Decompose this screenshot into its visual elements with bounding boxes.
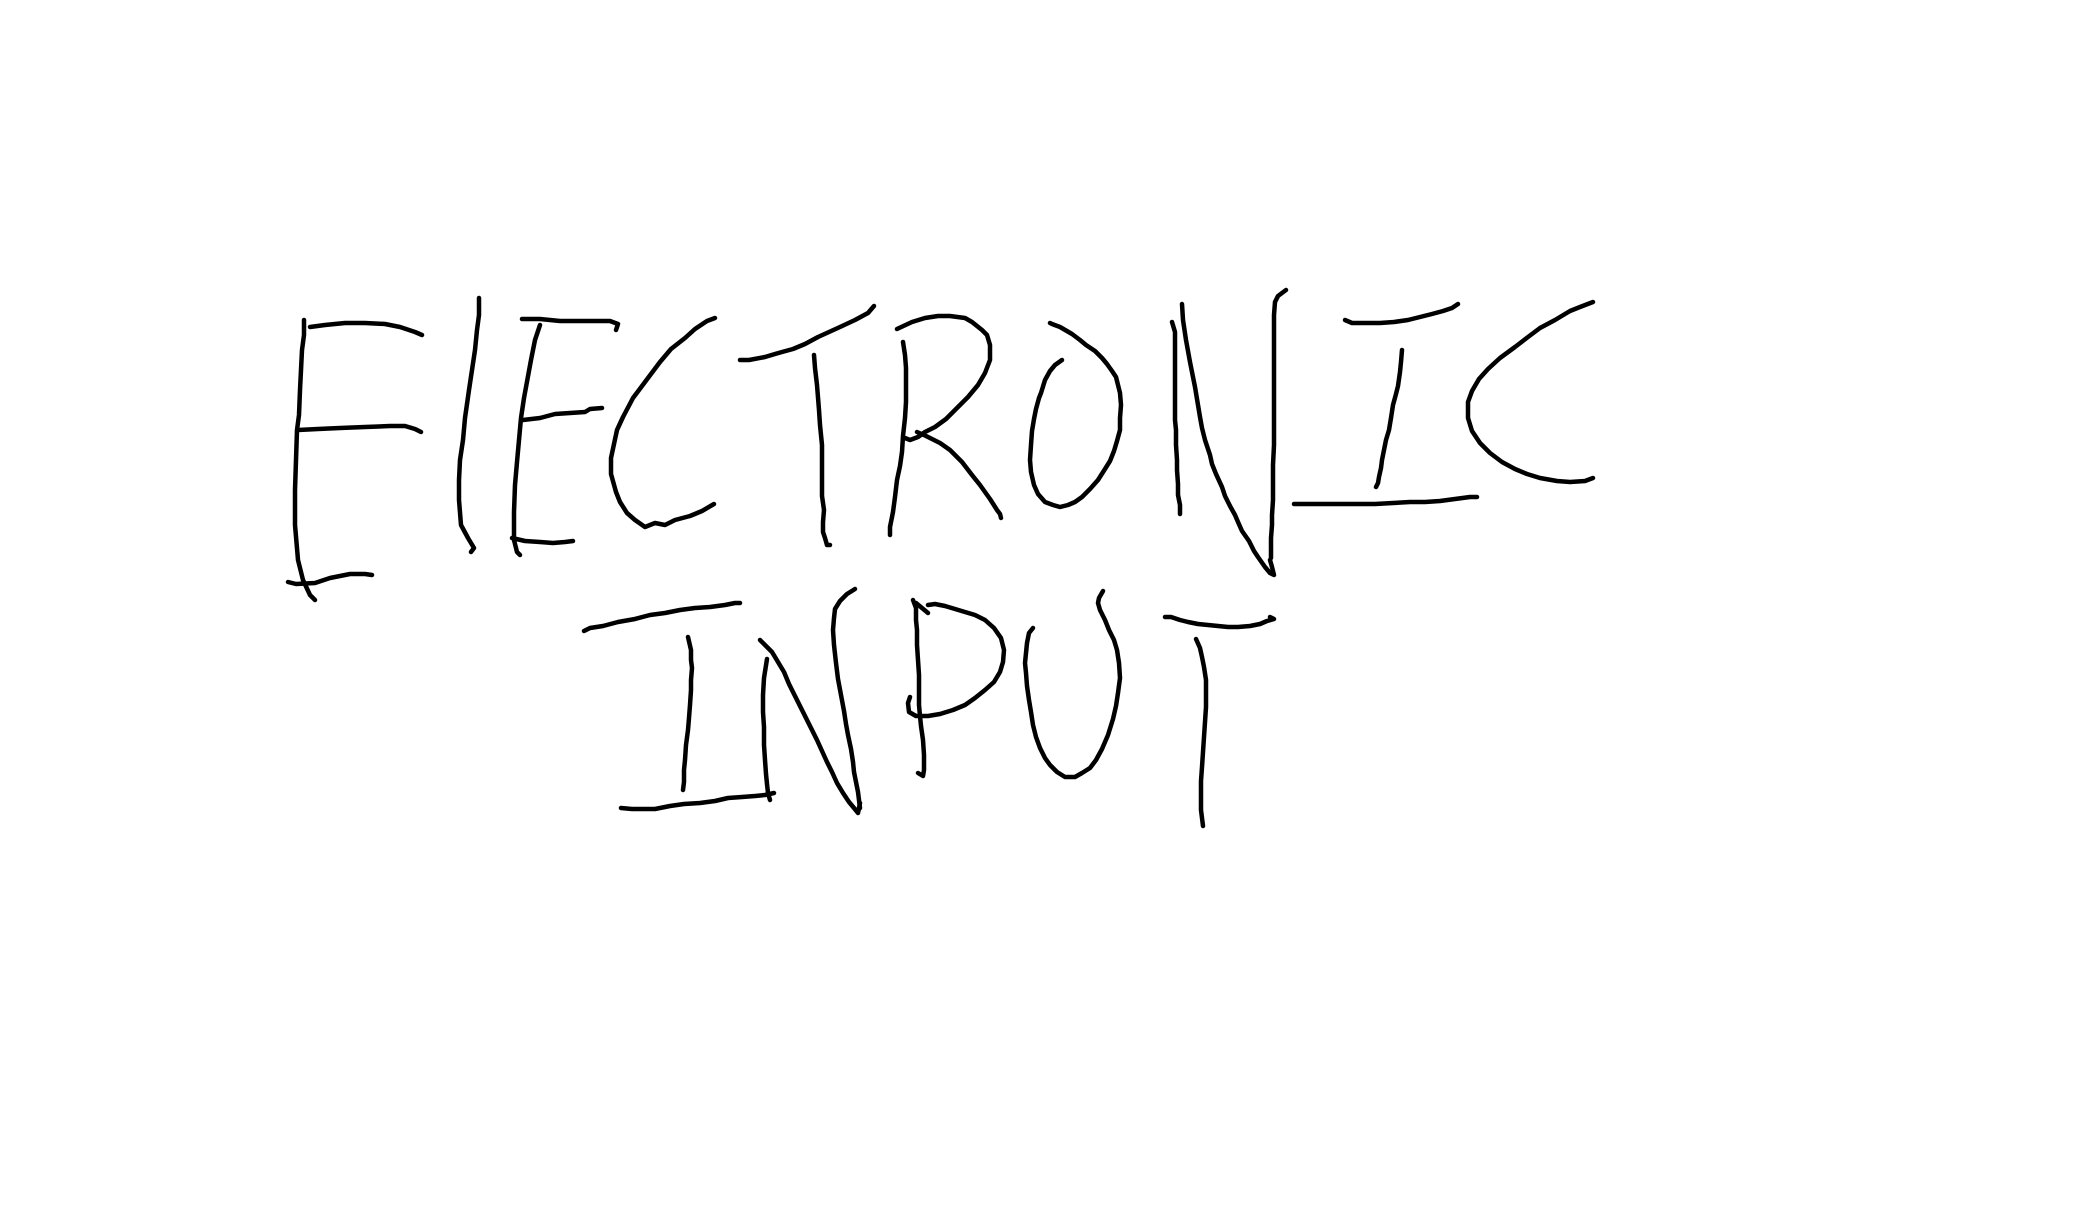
stroke-p-tick (913, 600, 931, 616)
stroke-u (1022, 588, 1123, 780)
stroke-e-middle (295, 423, 424, 435)
stroke-r-stem (887, 339, 909, 538)
stroke-e-stem (292, 317, 318, 603)
stroke-n-diagonal (1179, 301, 1277, 578)
stroke-n2-diagonal (757, 637, 863, 816)
stroke-n-left (1169, 319, 1183, 517)
stroke-t2-stem (1193, 636, 1209, 829)
stroke-e-bottom (285, 571, 375, 587)
stroke-e2-bottom (509, 535, 576, 546)
stroke-i2-top (581, 600, 743, 634)
stroke-i-bottom (1291, 494, 1480, 507)
stroke-n2-right (830, 586, 863, 814)
stroke-p-stem (910, 597, 927, 779)
word-input (581, 586, 1277, 829)
stroke-t2-top (1162, 614, 1277, 630)
stroke-i-stem (1373, 347, 1405, 490)
stroke-i2-bottom (618, 790, 777, 812)
stroke-e2-top (519, 316, 621, 333)
stroke-i-top (1342, 301, 1461, 326)
stroke-n-right (1268, 287, 1289, 561)
stroke-c2 (1465, 299, 1596, 485)
stroke-l-stem (456, 295, 482, 555)
stroke-t-top (737, 303, 877, 363)
stroke-i2-stem (680, 634, 695, 793)
word-electronic (285, 287, 1596, 603)
stroke-c (608, 315, 718, 530)
stroke-o (1027, 320, 1124, 510)
stroke-r-leg (914, 429, 1004, 521)
stroke-r-bowl (894, 313, 993, 443)
stroke-e2-stem (511, 322, 543, 558)
stroke-p-bowl (905, 601, 1007, 719)
stroke-t-stem (811, 352, 833, 548)
stroke-n2-left (760, 656, 773, 803)
stroke-e-top (307, 320, 425, 338)
stroke-e2-middle (520, 405, 605, 423)
